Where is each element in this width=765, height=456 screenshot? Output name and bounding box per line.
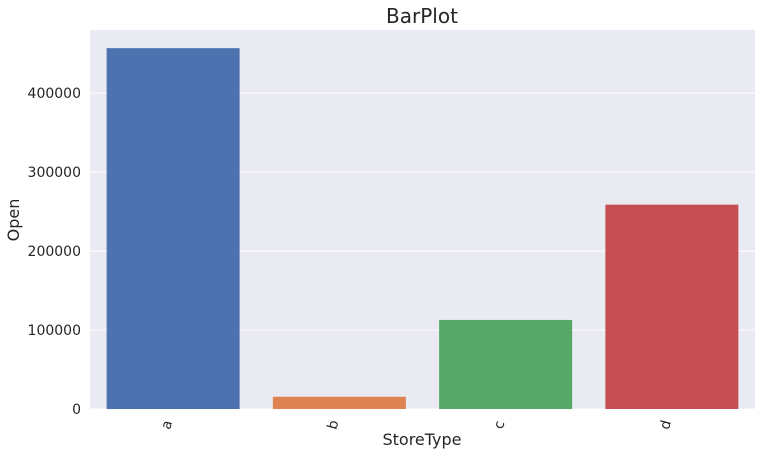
x-tick-label-d: d: [657, 419, 675, 432]
y-tick-label: 100000: [28, 323, 81, 339]
bar-a: [106, 48, 240, 410]
bar-c: [439, 319, 573, 409]
x-tick-label-c: c: [491, 419, 508, 431]
bars: [106, 48, 739, 410]
x-axis-label: StoreType: [382, 430, 461, 449]
y-tick-labels: 0 100000 200000 300000 400000: [28, 86, 81, 418]
y-axis-label: Open: [4, 199, 23, 242]
y-tick-label: 400000: [28, 86, 81, 102]
y-tick-label: 0: [72, 402, 81, 418]
chart-title: BarPlot: [386, 4, 458, 28]
x-tick-label-a: a: [158, 419, 176, 431]
bar-d: [605, 204, 739, 409]
x-tick-labels: a b c d: [158, 418, 674, 431]
bar-b: [272, 396, 406, 409]
y-tick-label: 200000: [28, 244, 81, 260]
y-tick-label: 300000: [28, 165, 81, 181]
x-tick-label-b: b: [325, 418, 343, 431]
